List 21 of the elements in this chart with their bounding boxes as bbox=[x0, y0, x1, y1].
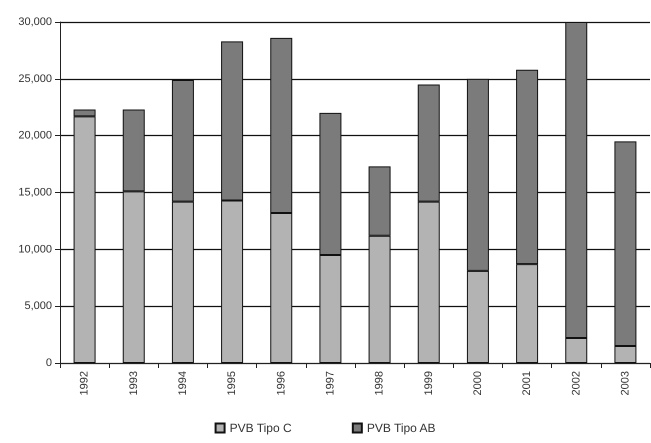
y-tick-label: 10,000 bbox=[18, 243, 52, 256]
x-tick-label: 2000 bbox=[472, 371, 484, 396]
x-tick-label: 1997 bbox=[324, 371, 336, 396]
x-tick-label: 1994 bbox=[176, 371, 189, 396]
legend-label: PVB Tipo AB bbox=[366, 421, 436, 435]
x-tick-label: 1998 bbox=[374, 371, 386, 396]
y-tick-label: 30,000 bbox=[18, 16, 52, 28]
x-tick-label: 2002 bbox=[570, 371, 582, 396]
x-tick-label: 1999 bbox=[422, 371, 435, 396]
x-tick-label: 1993 bbox=[128, 371, 140, 396]
y-tick-label: 25,000 bbox=[18, 72, 52, 85]
legend-label: PVB Tipo C bbox=[230, 421, 292, 435]
x-tick-label: 2001 bbox=[521, 371, 534, 396]
x-tick-label: 1996 bbox=[275, 371, 288, 396]
y-tick-label: 15,000 bbox=[18, 186, 52, 198]
x-tick-label: 1995 bbox=[226, 371, 238, 396]
x-tick-label: 1992 bbox=[78, 371, 91, 396]
y-tick-label: 0 bbox=[46, 357, 52, 369]
y-tick-label: 20,000 bbox=[18, 130, 52, 142]
y-tick-label: 5,000 bbox=[24, 300, 52, 312]
x-tick-label: 2003 bbox=[619, 371, 632, 396]
